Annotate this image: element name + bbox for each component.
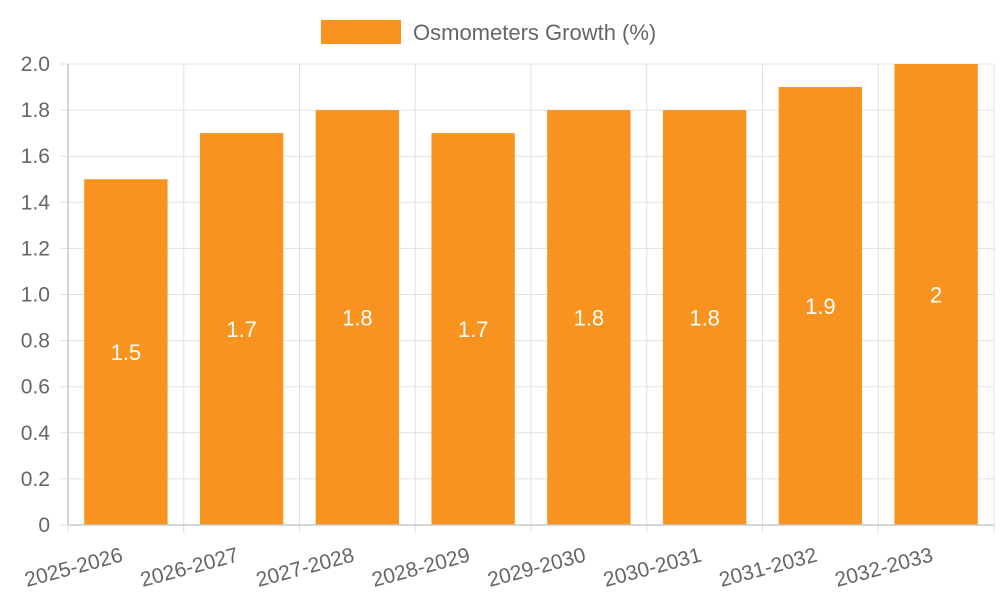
y-tick-label: 1.2 [21,237,50,260]
bar-2032-2033[interactable] [894,64,978,525]
x-tick-label: 2027-2028 [254,544,357,592]
legend-label: Osmometers Growth (%) [413,20,656,45]
y-tick-label: 2.0 [21,53,50,76]
bar-2029-2030[interactable] [547,110,631,525]
y-tick-label: 0.4 [21,422,51,445]
x-tick-label: 2026-2027 [138,544,241,592]
x-tick-label: 2029-2030 [485,544,588,592]
data-label: 1.8 [689,306,720,331]
y-tick-label: 1.0 [21,284,50,307]
bar-2025-2026[interactable] [84,179,168,525]
x-tick-label: 2032-2033 [832,544,935,592]
y-axis-tick-labels: 0 0.2 0.4 0.6 0.8 1.0 1.2 1.4 1.6 1.8 2.0 [21,53,51,537]
bar-2030-2031[interactable] [662,110,747,525]
data-label: 1.8 [574,306,605,331]
data-label: 1.9 [805,294,836,319]
data-label: 1.7 [226,317,257,342]
data-label: 1.5 [111,340,142,365]
data-label: 1.8 [342,306,373,331]
bar-2028-2029[interactable] [431,133,515,525]
y-tick-label: 0.2 [21,468,50,491]
legend[interactable]: Osmometers Growth (%) [321,20,656,45]
y-tick-label: 1.8 [21,99,50,122]
legend-swatch [321,20,401,44]
bar-2031-2032[interactable] [778,87,863,526]
grid-vertical-lines [67,64,995,533]
bars [84,64,978,526]
data-labels: 1.5 1.7 1.8 1.7 1.8 1.8 1.9 2 [111,283,943,366]
x-tick-label: 2031-2032 [717,544,820,592]
y-tick-label: 0 [38,514,50,537]
axes [67,64,994,526]
y-tick-label: 1.4 [21,191,51,214]
x-tick-label: 2030-2031 [601,544,704,592]
bar-2027-2028[interactable] [315,110,400,525]
data-label: 2 [930,283,942,308]
data-label: 1.7 [458,317,489,342]
y-tick-label: 1.6 [21,145,50,168]
x-axis-tick-labels: 2025-2026 2026-2027 2027-2028 2028-2029 2029… [22,544,935,592]
x-tick-label: 2028-2029 [369,544,472,592]
bar-2026-2027[interactable] [199,133,284,525]
y-tick-label: 0.6 [21,376,50,399]
y-tick-label: 0.8 [21,330,50,353]
x-tick-label: 2025-2026 [22,544,125,592]
